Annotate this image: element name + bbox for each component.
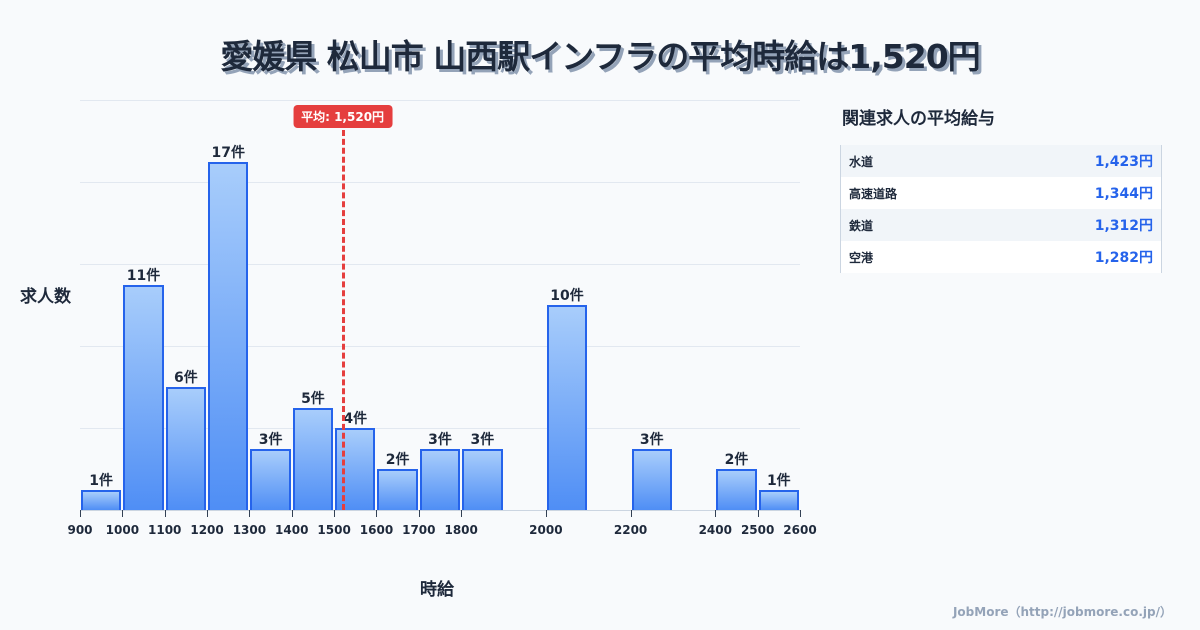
histogram-bar — [758, 489, 799, 510]
x-tick-label: 1500 — [317, 523, 351, 537]
bar-count-label: 3件 — [258, 431, 283, 448]
x-tick-label: 1100 — [148, 523, 182, 537]
x-tick — [715, 510, 717, 517]
bar-count-label: 3件 — [470, 431, 495, 448]
x-tick — [164, 510, 166, 517]
average-salary: 1,423円 — [1094, 154, 1153, 170]
x-tick — [122, 510, 124, 517]
histogram-bar — [419, 448, 461, 510]
table-row: 高速道路 1,344円 — [841, 177, 1161, 209]
average-badge: 平均: 1,520円 — [293, 105, 393, 128]
x-tick — [630, 510, 632, 517]
x-tick-label: 2400 — [698, 523, 732, 537]
histogram-bar — [123, 284, 164, 510]
histogram-bar — [631, 448, 672, 510]
histogram-bar — [292, 407, 334, 510]
job-category: 鉄道 — [849, 218, 874, 233]
x-tick — [545, 510, 547, 517]
bar-count-label: 6件 — [174, 370, 198, 386]
histogram-chart: 1件 11件 6件 17件 3件 5件 4件 2件 3件 3件 10件 3件 2件 1件 900 1000 11… — [67, 100, 817, 537]
histogram-bar — [377, 469, 418, 510]
footer-credit: JobMore（http://jobmore.co.jp/） — [952, 605, 1172, 619]
x-tick-label: 2600 — [783, 523, 817, 537]
histogram-bar — [462, 448, 503, 510]
average-salary: 1,344円 — [1094, 186, 1153, 202]
bar-count-label: 11件 — [126, 267, 161, 284]
side-panel-title: 関連求人の平均給与 — [842, 109, 995, 129]
histogram-bar — [716, 469, 757, 510]
x-tick — [376, 510, 378, 517]
table-row: 鉄道 1,312円 — [841, 209, 1161, 241]
x-tick — [80, 510, 81, 517]
x-tick-label: 1600 — [359, 523, 394, 537]
x-tick — [418, 510, 420, 517]
gridline — [80, 346, 800, 347]
x-tick-label: 1200 — [190, 523, 224, 537]
gridline — [80, 100, 800, 101]
average-salary: 1,282円 — [1094, 250, 1153, 266]
bar-count-label: 3件 — [639, 431, 664, 448]
job-category: 高速道路 — [849, 186, 898, 201]
bar-count-label: 5件 — [301, 390, 325, 407]
y-axis-label: 求人数 — [20, 287, 71, 307]
average-line — [341, 130, 345, 510]
gridline — [80, 264, 800, 265]
job-category: 空港 — [849, 250, 874, 265]
average-salary: 1,312円 — [1094, 218, 1153, 234]
x-tick — [291, 510, 293, 517]
x-tick — [800, 510, 801, 517]
bar-count-label: 17件 — [211, 144, 245, 161]
job-category: 水道 — [849, 154, 874, 169]
x-tick — [207, 510, 209, 517]
gridline — [80, 428, 800, 429]
x-tick-label: 2200 — [613, 523, 648, 537]
x-tick-label: 2000 — [529, 523, 563, 537]
table-row: 水道 1,423円 — [841, 145, 1161, 177]
gridline — [80, 182, 800, 183]
histogram-bar — [165, 387, 207, 510]
x-tick — [334, 510, 336, 517]
histogram-bar — [546, 305, 588, 510]
x-tick-label: 2500 — [740, 523, 775, 537]
bar-count-label: 2件 — [724, 452, 749, 468]
related-salary-table: 水道 1,423円 高速道路 1,344円 鉄道 1,312円 空港 1,282… — [840, 145, 1162, 273]
bar-count-label: 1件 — [89, 472, 114, 489]
x-tick-label: 1800 — [444, 523, 478, 537]
x-tick-label: 1000 — [105, 523, 140, 537]
bar-count-label: 10件 — [550, 288, 584, 304]
table-row: 空港 1,282円 — [841, 241, 1161, 273]
x-tick-label: 1700 — [402, 523, 436, 537]
x-tick-label: 1300 — [232, 523, 267, 537]
bar-count-label: 3件 — [428, 431, 452, 448]
bar-count-label: 4件 — [343, 411, 368, 427]
x-tick — [757, 510, 759, 517]
page-title: 愛媛県 松山市 山西駅インフラの平均時給は1,520円 — [220, 37, 980, 76]
x-tick — [461, 510, 463, 517]
bar-count-label: 2件 — [385, 452, 410, 468]
histogram-bar — [208, 161, 249, 510]
x-tick — [249, 510, 251, 517]
x-tick-label: 1400 — [275, 523, 309, 537]
histogram-bar — [81, 489, 122, 510]
x-tick-label: 900 — [67, 523, 93, 537]
histogram-bar — [250, 448, 291, 510]
x-axis-label: 時給 — [420, 580, 454, 600]
bar-count-label: 1件 — [766, 472, 791, 489]
x-axis-line — [80, 510, 800, 511]
